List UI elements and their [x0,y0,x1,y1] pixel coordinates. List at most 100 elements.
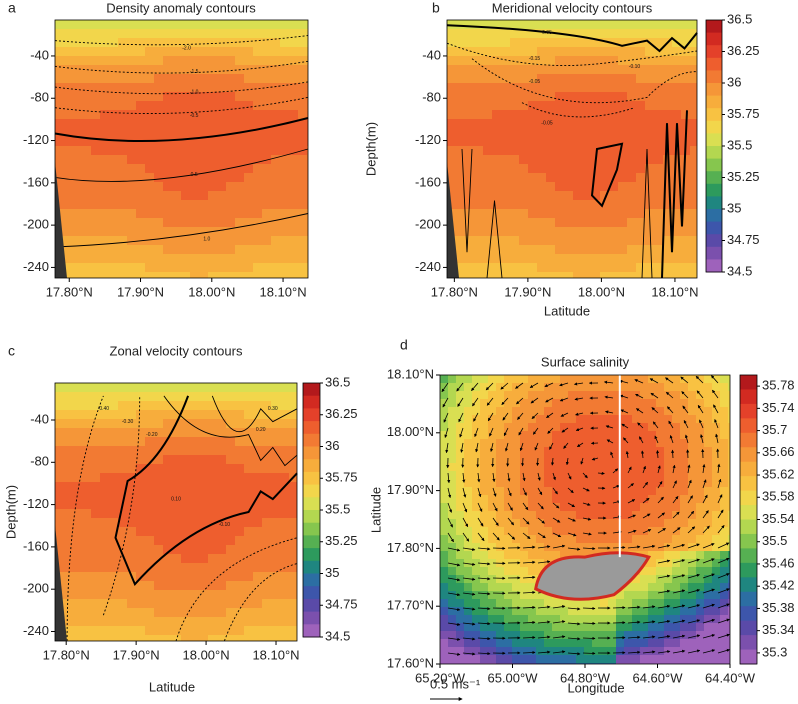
colorbar-tick-label: 35.66 [762,444,795,459]
field-cell [512,599,520,607]
field-cell [456,615,464,623]
field-cell [680,567,688,575]
field-cell [704,487,712,495]
field-cell [280,218,289,227]
velocity-arrow [672,574,686,579]
field-cell [600,607,608,615]
field-cell [217,209,226,218]
y-tick-label: -120 [415,132,441,147]
field-cell [82,419,91,428]
field-cell [512,575,520,583]
field-cell [555,209,564,218]
field-cell [591,263,600,272]
field-cell [648,383,656,391]
field-cell [560,623,568,631]
field-cell [262,509,271,518]
field-cell [544,487,552,495]
field-cell [82,608,91,617]
field-cell [91,119,100,128]
land [447,161,459,278]
field-cell [528,519,536,527]
field-cell [226,137,235,146]
velocity-arrow [545,397,554,403]
field-cell [520,575,528,583]
field-cell [501,227,510,236]
contour-label: 0.05 [542,30,552,36]
colorbar-tick-label: 35.34 [762,622,795,637]
field-cell [472,567,480,575]
velocity-arrow [717,494,723,504]
field-cell [600,535,608,543]
field-cell [55,518,64,527]
field-cell [190,554,199,563]
field-cell [608,439,616,447]
field-cell [73,92,82,101]
field-cell [100,65,109,74]
field-cell [199,509,208,518]
field-cell [253,509,262,518]
velocity-arrow [621,423,629,429]
field-cell [289,536,297,545]
field-cell [528,495,536,503]
field-cell [600,655,608,663]
field-cell [664,567,672,575]
field-cell [145,518,154,527]
field-cell [544,631,552,639]
field-cell [504,495,512,503]
field-cell [544,519,552,527]
field-cell [262,137,271,146]
field-cell [680,607,688,615]
field-cell [536,607,544,615]
field-cell [163,536,172,545]
field-cell [253,29,262,38]
field-cell [244,191,253,200]
velocity-arrow [642,497,650,504]
field-cell [546,200,555,209]
field-cell [648,663,656,664]
field-cell [656,599,664,607]
field-cell [154,572,163,581]
field-cell [100,200,109,209]
field-cell [64,119,73,128]
field-cell [480,399,488,407]
field-cell [681,164,690,173]
field-cell [608,399,616,407]
field-cell [645,272,654,278]
velocity-arrow [477,622,491,626]
field-cell [55,38,64,47]
velocity-arrow [712,389,719,399]
field-cell [728,479,730,487]
field-cell [474,155,483,164]
field-cell [681,110,690,119]
field-cell [582,110,591,119]
colorbar-swatch [706,120,722,134]
field-cell [552,647,560,655]
field-cell [190,419,199,428]
field-cell [592,543,600,551]
field-cell [510,200,519,209]
field-cell [591,245,600,254]
field-cell [564,227,573,236]
field-cell [584,423,592,431]
field-cell [199,410,208,419]
velocity-arrow [477,637,491,641]
field-cell [136,65,145,74]
field-cell [172,110,181,119]
field-cell [608,423,616,431]
field-cell [608,639,616,647]
field-cell [663,20,672,29]
field-cell [576,551,584,559]
field-cell [501,74,510,83]
field-cell [64,455,73,464]
field-cell [181,209,190,218]
field-cell [118,263,127,272]
field-cell [55,536,64,545]
field-cell [584,407,592,415]
field-cell [190,545,199,554]
field-cell [181,263,190,272]
field-cell [618,218,627,227]
velocity-arrow [687,588,701,594]
velocity-arrow [642,513,651,519]
field-cell [528,29,537,38]
field-cell [618,101,627,110]
